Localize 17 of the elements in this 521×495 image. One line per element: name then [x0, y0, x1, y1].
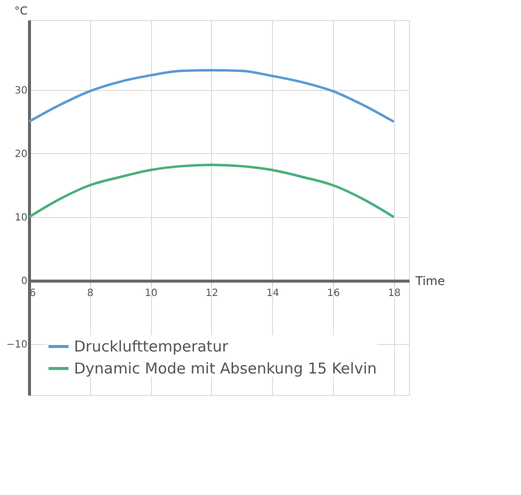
x-tick-label: 14: [266, 288, 280, 300]
x-tick-label: 18: [388, 288, 401, 300]
y-tick-label: 10: [14, 212, 28, 224]
y-tick-label: 0: [21, 276, 28, 288]
x-tick-label: 8: [87, 288, 94, 300]
y-tick-label: 30: [14, 85, 28, 96]
line-series: [28, 164, 396, 218]
y-tick-label: 20: [14, 148, 28, 160]
line-series: [28, 68, 396, 123]
legend-label: Dynamic Mode mit Absenkung 15 Kelvin: [74, 360, 377, 378]
x-tick-label: 10: [144, 288, 158, 300]
y-axis-title: °C: [14, 4, 28, 18]
y-tick-label: −10: [6, 340, 28, 351]
x-tick-label: 16: [327, 288, 340, 300]
legend-label: Drucklufttemperatur: [74, 338, 229, 356]
x-axis-title: Time: [414, 274, 445, 288]
x-tick-label: 12: [206, 288, 218, 300]
